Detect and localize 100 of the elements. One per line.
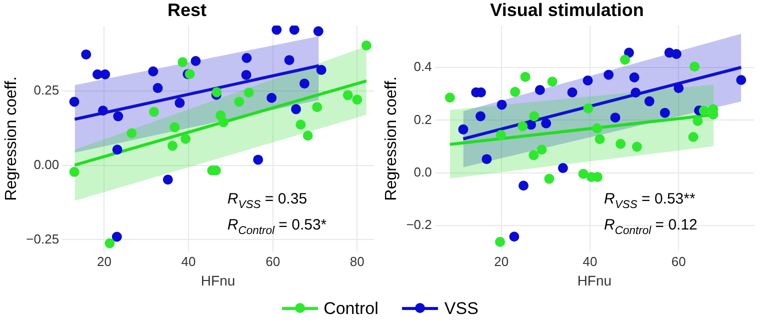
point xyxy=(583,103,594,114)
point xyxy=(495,236,506,247)
point xyxy=(698,106,709,116)
point xyxy=(212,87,222,98)
point xyxy=(152,83,163,94)
point xyxy=(690,62,700,72)
point xyxy=(688,132,698,142)
point xyxy=(567,87,578,98)
point xyxy=(736,75,746,85)
point xyxy=(660,108,670,118)
point xyxy=(541,118,552,128)
point xyxy=(361,40,372,51)
x-tick-label: 40 xyxy=(582,254,598,269)
point xyxy=(244,88,254,98)
point xyxy=(178,57,188,68)
legend-label: VSS xyxy=(444,299,478,319)
y-tick-label: 0.00 xyxy=(34,156,60,172)
point xyxy=(604,70,614,80)
point xyxy=(509,232,520,242)
x-tick-label: 20 xyxy=(97,254,112,269)
point xyxy=(594,134,605,144)
point xyxy=(528,150,539,160)
point xyxy=(112,144,122,155)
point xyxy=(592,172,603,182)
point xyxy=(316,64,326,75)
point xyxy=(242,53,252,64)
point xyxy=(148,106,159,117)
point xyxy=(299,78,310,89)
y-tick-label: 0.2 xyxy=(414,112,432,127)
point xyxy=(674,83,684,94)
x-tick-label: 20 xyxy=(494,254,509,269)
point xyxy=(547,76,558,87)
point xyxy=(126,128,137,138)
point xyxy=(162,174,173,185)
x-tick-label: 40 xyxy=(181,254,196,269)
point xyxy=(100,69,110,80)
x-axis-title: HFnu xyxy=(577,272,612,288)
point xyxy=(671,48,682,59)
point xyxy=(241,70,252,80)
point xyxy=(168,140,178,151)
point xyxy=(180,134,191,144)
point xyxy=(81,49,92,60)
point xyxy=(518,180,529,191)
point xyxy=(444,92,455,103)
point xyxy=(692,116,703,126)
point xyxy=(529,111,540,122)
point xyxy=(253,154,264,165)
point xyxy=(496,100,507,110)
point xyxy=(620,54,630,65)
point xyxy=(544,174,554,184)
point xyxy=(69,166,80,177)
x-tick-label: 80 xyxy=(350,254,364,269)
point xyxy=(296,120,306,130)
point xyxy=(312,102,322,112)
point xyxy=(629,72,640,82)
y-tick-label: 0.25 xyxy=(34,82,60,98)
y-axis-title: Regression coeff. xyxy=(3,76,20,201)
point xyxy=(313,26,324,36)
point xyxy=(592,123,602,134)
point xyxy=(582,76,593,86)
point xyxy=(610,112,620,123)
chart-title: Rest xyxy=(167,0,207,20)
point xyxy=(632,142,642,152)
x-axis-title: HFnu xyxy=(200,272,236,288)
point xyxy=(616,138,626,149)
point xyxy=(234,96,244,107)
legend-label: Control xyxy=(324,299,378,319)
y-axis-title: Regression coeff. xyxy=(383,76,400,201)
point xyxy=(458,124,468,134)
point xyxy=(352,94,362,105)
point xyxy=(482,154,492,164)
point xyxy=(272,26,282,35)
point xyxy=(536,144,547,155)
point xyxy=(302,130,313,141)
point xyxy=(170,122,180,132)
point xyxy=(291,104,302,114)
y-tick-label: −0.25 xyxy=(26,231,60,246)
y-tick-label: 0.0 xyxy=(414,164,432,180)
point xyxy=(266,92,277,103)
point xyxy=(534,84,545,95)
point xyxy=(113,111,124,122)
point xyxy=(284,55,294,66)
chart-title: Visual stimulation xyxy=(490,0,644,20)
point xyxy=(510,86,520,97)
point xyxy=(520,72,530,82)
point xyxy=(98,106,108,116)
point xyxy=(558,163,568,174)
point xyxy=(69,96,80,107)
point xyxy=(112,232,122,242)
point xyxy=(104,238,115,248)
point xyxy=(578,168,588,179)
point xyxy=(342,90,353,100)
y-tick-label: 0.4 xyxy=(414,59,432,74)
point xyxy=(174,98,185,108)
point xyxy=(624,48,634,58)
point xyxy=(644,96,654,106)
point xyxy=(476,111,486,122)
point xyxy=(496,130,506,140)
point xyxy=(218,117,229,128)
y-tick-label: −0.2 xyxy=(406,216,432,232)
